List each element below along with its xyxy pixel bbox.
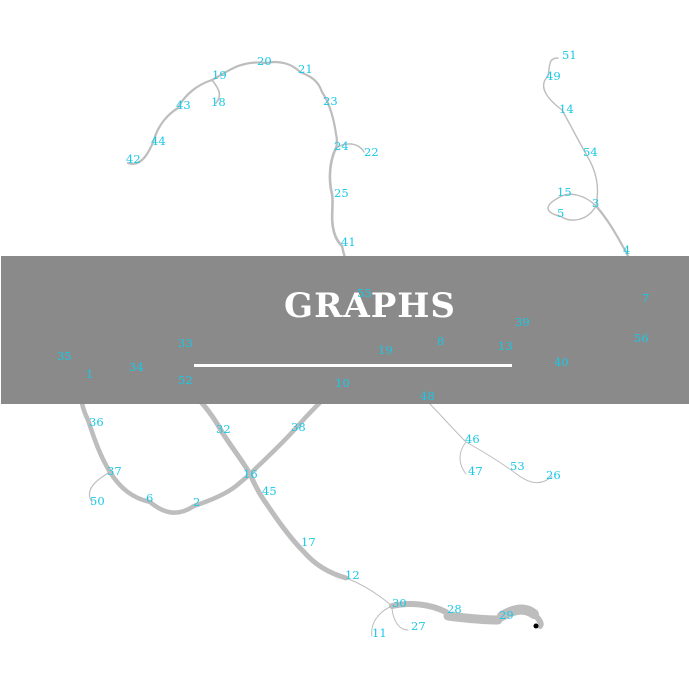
node-label: 7 [642, 291, 649, 305]
node-label: 20 [257, 54, 272, 68]
edge [391, 605, 409, 631]
edge [345, 577, 393, 607]
node-label: 21 [298, 62, 313, 76]
node-label: 55 [357, 286, 372, 300]
node-label: 54 [583, 145, 598, 159]
node-label: 32 [216, 422, 231, 436]
edge [79, 347, 387, 515]
node-label: 53 [510, 459, 525, 473]
node-label: 47 [468, 464, 483, 478]
node-label: 42 [126, 152, 141, 166]
node-label: 51 [562, 48, 577, 62]
node-label: 36 [89, 415, 104, 429]
node-label: 28 [447, 602, 462, 616]
node-label: 1 [86, 367, 93, 381]
node-label: 38 [291, 420, 306, 434]
node-label: 13 [498, 339, 513, 353]
node-label: 23 [323, 94, 338, 108]
edge [497, 604, 539, 621]
node-label: 33 [178, 336, 193, 350]
node-label: 35 [57, 349, 72, 363]
node-label: 56 [634, 331, 649, 345]
node-label: 19 [212, 68, 227, 82]
edge [211, 79, 221, 104]
title-band [1, 256, 689, 404]
node-label: 18 [211, 95, 226, 109]
node-label: 11 [372, 626, 387, 640]
node-label: 52 [178, 373, 193, 387]
node-label: 24 [334, 139, 349, 153]
node-label: 46 [465, 432, 480, 446]
edge [335, 143, 365, 153]
node-label: 10 [335, 376, 350, 390]
node-label: 27 [411, 619, 426, 633]
node-label: 22 [364, 145, 379, 159]
node-label: 19 [378, 343, 393, 357]
edge [328, 146, 344, 248]
title-underline [194, 364, 512, 367]
node-label: 45 [262, 484, 277, 498]
edge [547, 193, 597, 221]
edge [543, 57, 599, 207]
edge [459, 441, 467, 475]
node-label: 15 [557, 185, 572, 199]
edge [371, 605, 393, 637]
node-label: 12 [345, 568, 360, 582]
node-label: 39 [515, 315, 530, 329]
edge [443, 611, 503, 625]
node-label: 30 [392, 596, 407, 610]
edge [531, 611, 544, 629]
node-label: 26 [546, 468, 561, 482]
node-label: 2 [193, 495, 200, 509]
node-label: 16 [243, 467, 258, 481]
node-label: 48 [420, 389, 435, 403]
node-label: 4 [623, 243, 630, 257]
banner-title: GRAPHS [284, 286, 456, 326]
node-label: 49 [546, 69, 561, 83]
node-label: 29 [499, 608, 514, 622]
edge [389, 601, 449, 615]
node-label: 17 [301, 535, 316, 549]
node-label: 3 [592, 196, 599, 210]
node-label: 6 [146, 491, 153, 505]
node-label: 43 [176, 98, 191, 112]
edge [88, 471, 111, 503]
node-label: 34 [129, 360, 144, 374]
node-label: 50 [90, 494, 105, 508]
node-label: 25 [334, 186, 349, 200]
end-marker [533, 623, 539, 629]
node-label: 40 [554, 355, 569, 369]
edge [126, 60, 338, 165]
node-label: 5 [557, 206, 564, 220]
node-label: 44 [151, 134, 166, 148]
node-label: 37 [107, 464, 122, 478]
node-label: 41 [341, 235, 356, 249]
node-label: 8 [437, 334, 444, 348]
node-label: 14 [559, 102, 574, 116]
